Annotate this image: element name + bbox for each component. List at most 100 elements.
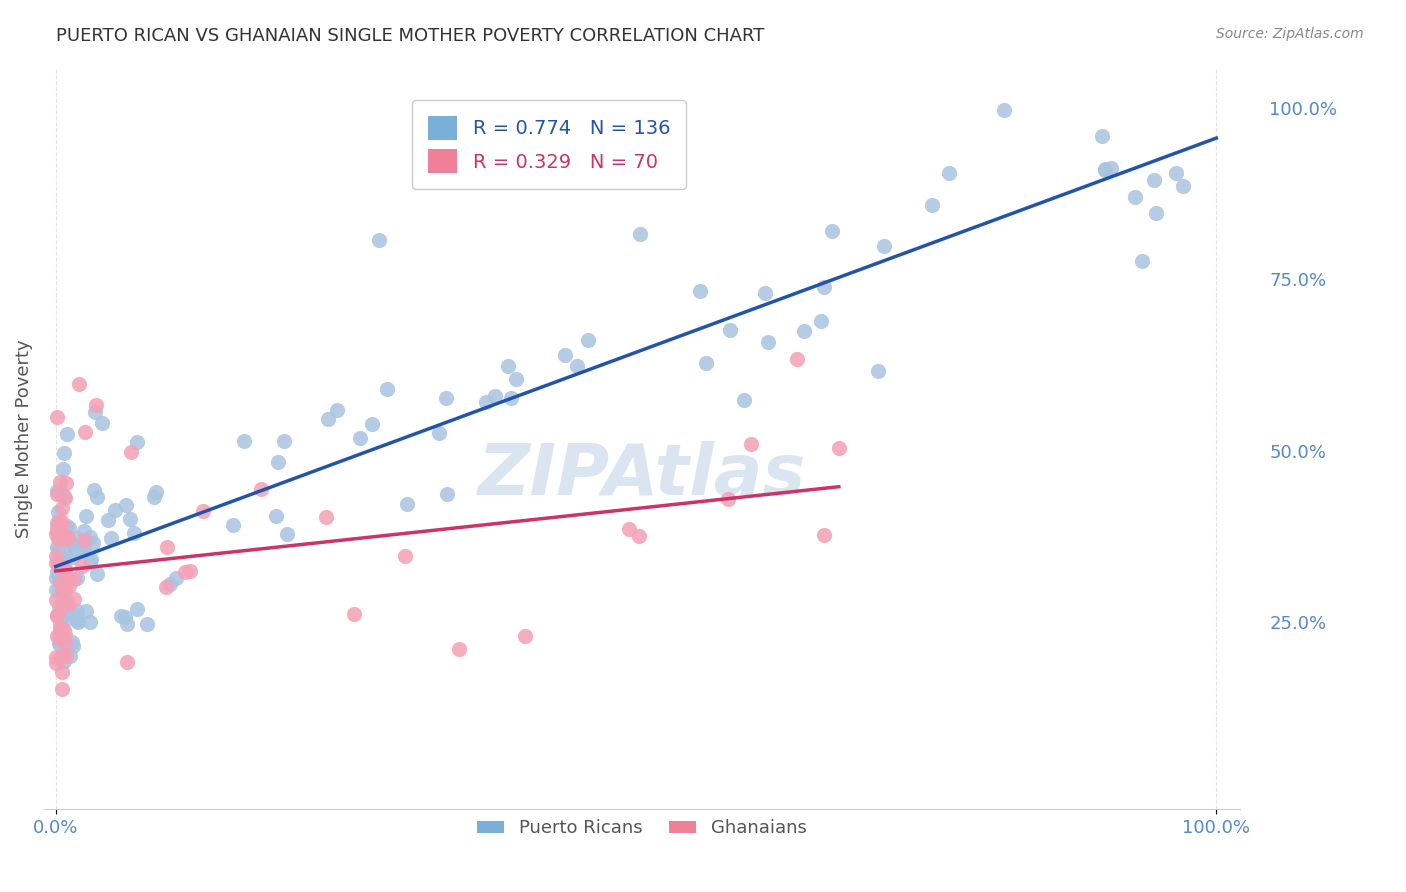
Point — [115, 617, 138, 632]
Point — [104, 503, 127, 517]
Point — [67, 376, 90, 391]
Point — [66, 615, 89, 629]
Point — [84, 405, 107, 419]
Point — [316, 412, 339, 426]
Point — [122, 526, 145, 541]
Point — [53, 542, 76, 557]
Point — [49, 475, 72, 489]
Point — [62, 572, 84, 586]
Point — [97, 513, 120, 527]
Point — [49, 612, 72, 626]
Point — [52, 599, 75, 614]
Point — [86, 566, 108, 581]
Point — [813, 528, 835, 542]
Point — [250, 482, 273, 496]
Point — [264, 508, 287, 523]
Point — [813, 280, 835, 294]
Point — [45, 583, 67, 598]
Point — [48, 639, 70, 653]
Point — [136, 617, 159, 632]
Point — [48, 572, 70, 586]
Point — [58, 521, 80, 535]
Point — [45, 593, 67, 607]
Point — [793, 324, 815, 338]
Point — [628, 227, 651, 241]
Point — [49, 650, 72, 665]
Point — [48, 529, 70, 543]
Point — [49, 585, 72, 599]
Point — [49, 514, 72, 528]
Point — [53, 654, 76, 668]
Point — [1094, 161, 1116, 176]
Point — [45, 549, 67, 563]
Point — [349, 431, 371, 445]
Point — [45, 516, 67, 530]
Point — [55, 607, 77, 621]
Point — [49, 487, 72, 501]
Text: 50.0%: 50.0% — [1270, 443, 1326, 461]
Point — [326, 403, 349, 417]
Point — [51, 525, 73, 540]
Point — [868, 364, 890, 378]
Point — [45, 650, 67, 665]
Point — [55, 577, 77, 591]
Point — [46, 628, 69, 642]
Point — [754, 286, 776, 301]
Point — [86, 491, 108, 505]
Point — [62, 640, 84, 654]
Point — [554, 348, 576, 362]
Point — [58, 532, 80, 546]
Point — [45, 540, 67, 554]
Point — [484, 388, 506, 402]
Point — [810, 314, 832, 328]
Point — [53, 562, 76, 576]
Point — [52, 462, 75, 476]
Point — [53, 637, 76, 651]
Point — [66, 615, 89, 629]
Point — [55, 476, 77, 491]
Point — [360, 417, 382, 431]
Point — [740, 437, 762, 451]
Point — [499, 391, 522, 405]
Point — [142, 490, 165, 504]
Point — [717, 492, 740, 507]
Point — [120, 445, 142, 459]
Point — [48, 569, 70, 583]
Point — [80, 551, 103, 566]
Y-axis label: Single Mother Poverty: Single Mother Poverty — [15, 340, 32, 538]
Point — [66, 531, 89, 545]
Point — [56, 598, 79, 612]
Point — [1091, 129, 1114, 144]
Point — [48, 631, 70, 645]
Point — [828, 442, 851, 456]
Point — [505, 372, 527, 386]
Point — [165, 571, 187, 585]
Point — [49, 617, 72, 632]
Point — [159, 576, 181, 591]
Point — [233, 434, 256, 449]
Point — [46, 565, 69, 579]
Point — [56, 532, 79, 546]
Point — [49, 524, 72, 538]
Point — [343, 607, 366, 621]
Point — [66, 571, 89, 585]
Point — [191, 504, 214, 518]
Point — [62, 536, 84, 550]
Point — [63, 546, 86, 560]
Point — [100, 531, 122, 545]
Point — [45, 556, 67, 570]
Point — [60, 635, 83, 649]
Point — [52, 583, 75, 598]
Point — [52, 615, 75, 629]
Point — [53, 603, 76, 617]
Point — [79, 615, 101, 629]
Point — [156, 540, 179, 554]
Point — [273, 434, 295, 449]
Text: 100.0%: 100.0% — [1270, 101, 1337, 119]
Point — [52, 446, 75, 460]
Point — [155, 580, 177, 594]
Point — [45, 526, 67, 541]
Point — [56, 519, 79, 533]
Point — [59, 648, 82, 663]
Point — [110, 609, 132, 624]
